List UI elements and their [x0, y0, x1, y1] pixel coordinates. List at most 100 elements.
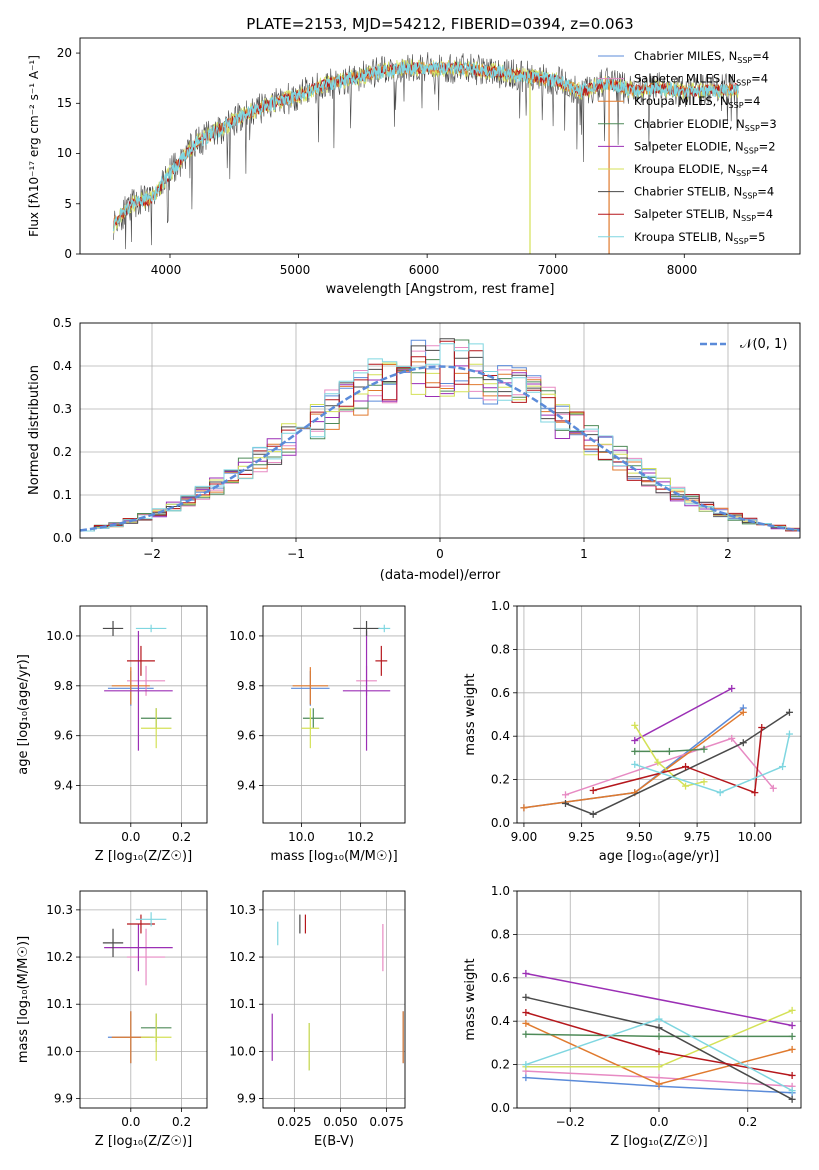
spectrum-y-label: Flux [fλ10⁻¹⁷ erg cm⁻² s⁻¹ A⁻¹] [27, 55, 41, 237]
spectrum-line-ks [112, 61, 739, 231]
p3-series-cs [565, 711, 790, 816]
residuals-plot [79, 323, 801, 542]
residuals-panel: −2 −1 0 1 2 0.0 0.1 0.2 0.3 0.4 0.5 (dat… [27, 316, 801, 583]
residuals-x-tick: −1 [287, 547, 305, 561]
residuals-x-tick: 1 [580, 547, 588, 561]
p2-x-label: mass [log₁₀(M/M☉)] [270, 849, 397, 864]
legend-label-ce: Chabrier ELODIE, NSSP=3 [634, 117, 777, 133]
p1-x-tick: 0.0 [121, 830, 140, 844]
p4-frame [79, 890, 208, 1109]
p2-frame [262, 605, 406, 824]
legend-label-sm: Salpeter MILES, NSSP=4 [634, 72, 768, 88]
spectrum-x-ticks: 4000 5000 6000 7000 8000 [151, 263, 698, 277]
mass-vs-extinction-panel: 0.025 0.050 0.075 9.9 10.0 10.1 10.2 10.3 E(B-V) [229, 890, 406, 1149]
spectrum-y-tick: 0 [64, 247, 72, 261]
p3-y-tick: 0.0 [491, 816, 510, 830]
residuals-x-ticks: −2 −1 0 1 2 [143, 547, 732, 561]
p3-y-tick: 1.0 [491, 599, 510, 613]
p5-x-tick: 0.050 [323, 1115, 357, 1129]
p6-x-tick: 0.2 [738, 1115, 757, 1129]
residuals-y-label: Normed distribution [27, 365, 42, 495]
mass-vs-metallicity-panel: 0.0 0.2 9.9 10.0 10.1 10.2 10.3 Z [log₁₀(Z/Z☉)]… [16, 890, 208, 1149]
spectrum-title: PLATE=2153, MJD=54212, FIBERID=0394, z=0… [246, 15, 633, 33]
p2-y-tick: 9.4 [237, 779, 256, 793]
p3-series-se [634, 687, 733, 742]
p3-y-tick: 0.4 [491, 729, 510, 743]
legend-label-se: Salpeter ELODIE, NSSP=2 [634, 139, 776, 155]
p2-x-tick: 10.2 [347, 830, 374, 844]
spectrum-x-tick: 4000 [151, 263, 182, 277]
spectrum-y-tick: 10 [57, 146, 72, 160]
p5-frame [262, 890, 406, 1109]
spectrum-legend: Chabrier MILES, NSSP=4 Salpeter MILES, NS… [598, 49, 777, 246]
p4-y-tick: 10.3 [46, 903, 73, 917]
age-vs-mass-panel: 10.0 10.2 9.4 9.6 9.8 10.0 mass [log₁₀(M/M☉)] [229, 605, 406, 864]
residuals-y-tick: 0.0 [53, 531, 72, 545]
p4-x-label: Z [log₁₀(Z/Z☉)] [95, 1134, 192, 1149]
p6-y-tick: 1.0 [491, 884, 510, 898]
p3-y-tick: 0.6 [491, 686, 510, 700]
p1-y-tick: 9.4 [54, 779, 73, 793]
spectrum-frame [79, 37, 801, 255]
p2-y-tick: 10.0 [229, 629, 256, 643]
spectrum-y-tick: 5 [64, 197, 72, 211]
p6-y-tick: 0.6 [491, 971, 510, 985]
p3-x-tick: 9.00 [511, 830, 538, 844]
p3-x-label: age [log₁₀(age/yr)] [599, 849, 720, 864]
p6-x-tick: −0.2 [556, 1115, 585, 1129]
p3-series-km [523, 711, 744, 809]
p2-y-tick: 9.6 [237, 729, 256, 743]
spectrum-x-tick: 5000 [280, 263, 311, 277]
p1-y-tick: 9.6 [54, 729, 73, 743]
gauss-legend-label: 𝒩(0, 1) [740, 337, 787, 352]
p6-y-tick: 0.4 [491, 1014, 510, 1028]
spectrum-y-tick: 15 [57, 96, 72, 110]
p5-y-tick: 10.0 [229, 1044, 256, 1058]
p5-y-tick: 10.1 [229, 997, 256, 1011]
p3-x-tick: 9.50 [626, 830, 653, 844]
spectrum-x-tick: 8000 [667, 263, 698, 277]
weight-vs-metallicity-panel: −0.2 0.0 0.2 0.0 0.2 0.4 0.6 0.8 1.0 Z [log₁₀(Z/Z… [463, 884, 802, 1149]
p2-x-tick: 10.0 [288, 830, 315, 844]
p5-y-tick: 10.2 [229, 950, 256, 964]
residuals-legend: 𝒩(0, 1) [700, 337, 787, 352]
residuals-y-tick: 0.5 [53, 316, 72, 330]
p3-series-ks [634, 733, 791, 794]
p6-series-se [525, 972, 793, 1027]
p3-frame [516, 605, 802, 824]
p4-y-tick: 9.9 [54, 1092, 73, 1106]
spectrum-y-ticks: 0 5 10 15 20 [57, 46, 72, 261]
p4-y-label: mass [log₁₀(M/M☉)] [16, 936, 31, 1063]
p6-y-label: mass weight [463, 958, 478, 1040]
spectrum-x-label: wavelength [Angstrom, rest frame] [326, 282, 555, 297]
residuals-y-ticks: 0.0 0.1 0.2 0.3 0.4 0.5 [53, 316, 72, 545]
p3-y-tick: 0.2 [491, 773, 510, 787]
p1-y-tick: 10.0 [46, 629, 73, 643]
p5-x-label: E(B-V) [314, 1134, 354, 1149]
residuals-x-tick: 0 [436, 547, 444, 561]
p3-x-tick: 10.00 [738, 830, 772, 844]
residuals-frame [79, 322, 801, 539]
p4-y-tick: 10.2 [46, 950, 73, 964]
p5-x-tick: 0.075 [369, 1115, 403, 1129]
spectrum-x-tick: 6000 [409, 263, 440, 277]
spectrum-y-tick: 20 [57, 46, 72, 60]
p5-y-tick: 9.9 [237, 1092, 256, 1106]
legend-label-cs: Chabrier STELIB, NSSP=4 [634, 185, 774, 201]
legend-label-cm: Chabrier MILES, NSSP=4 [634, 49, 769, 65]
residuals-y-tick: 0.1 [53, 488, 72, 502]
residuals-x-tick: 2 [724, 547, 732, 561]
p1-y-tick: 9.8 [54, 679, 73, 693]
p5-y-tick: 10.3 [229, 903, 256, 917]
spectrum-x-tick: 7000 [538, 263, 569, 277]
p1-x-label: Z [log₁₀(Z/Z☉)] [95, 849, 192, 864]
residuals-y-tick: 0.2 [53, 445, 72, 459]
legend-label-km: Kroupa MILES, NSSP=4 [634, 94, 760, 110]
legend-label-ks: Kroupa STELIB, NSSP=5 [634, 230, 765, 246]
age-vs-metallicity-panel: 0.0 0.2 9.4 9.6 9.8 10.0 Z [log₁₀(Z/Z☉)] age [l… [16, 605, 208, 864]
p2-y-tick: 9.8 [237, 679, 256, 693]
weight-vs-age-panel: 9.00 9.25 9.50 9.75 10.00 0.0 0.2 0.4 0.6 0.8 1.0 a… [463, 599, 802, 864]
p4-y-tick: 10.1 [46, 997, 73, 1011]
p6-y-tick: 0.2 [491, 1058, 510, 1072]
